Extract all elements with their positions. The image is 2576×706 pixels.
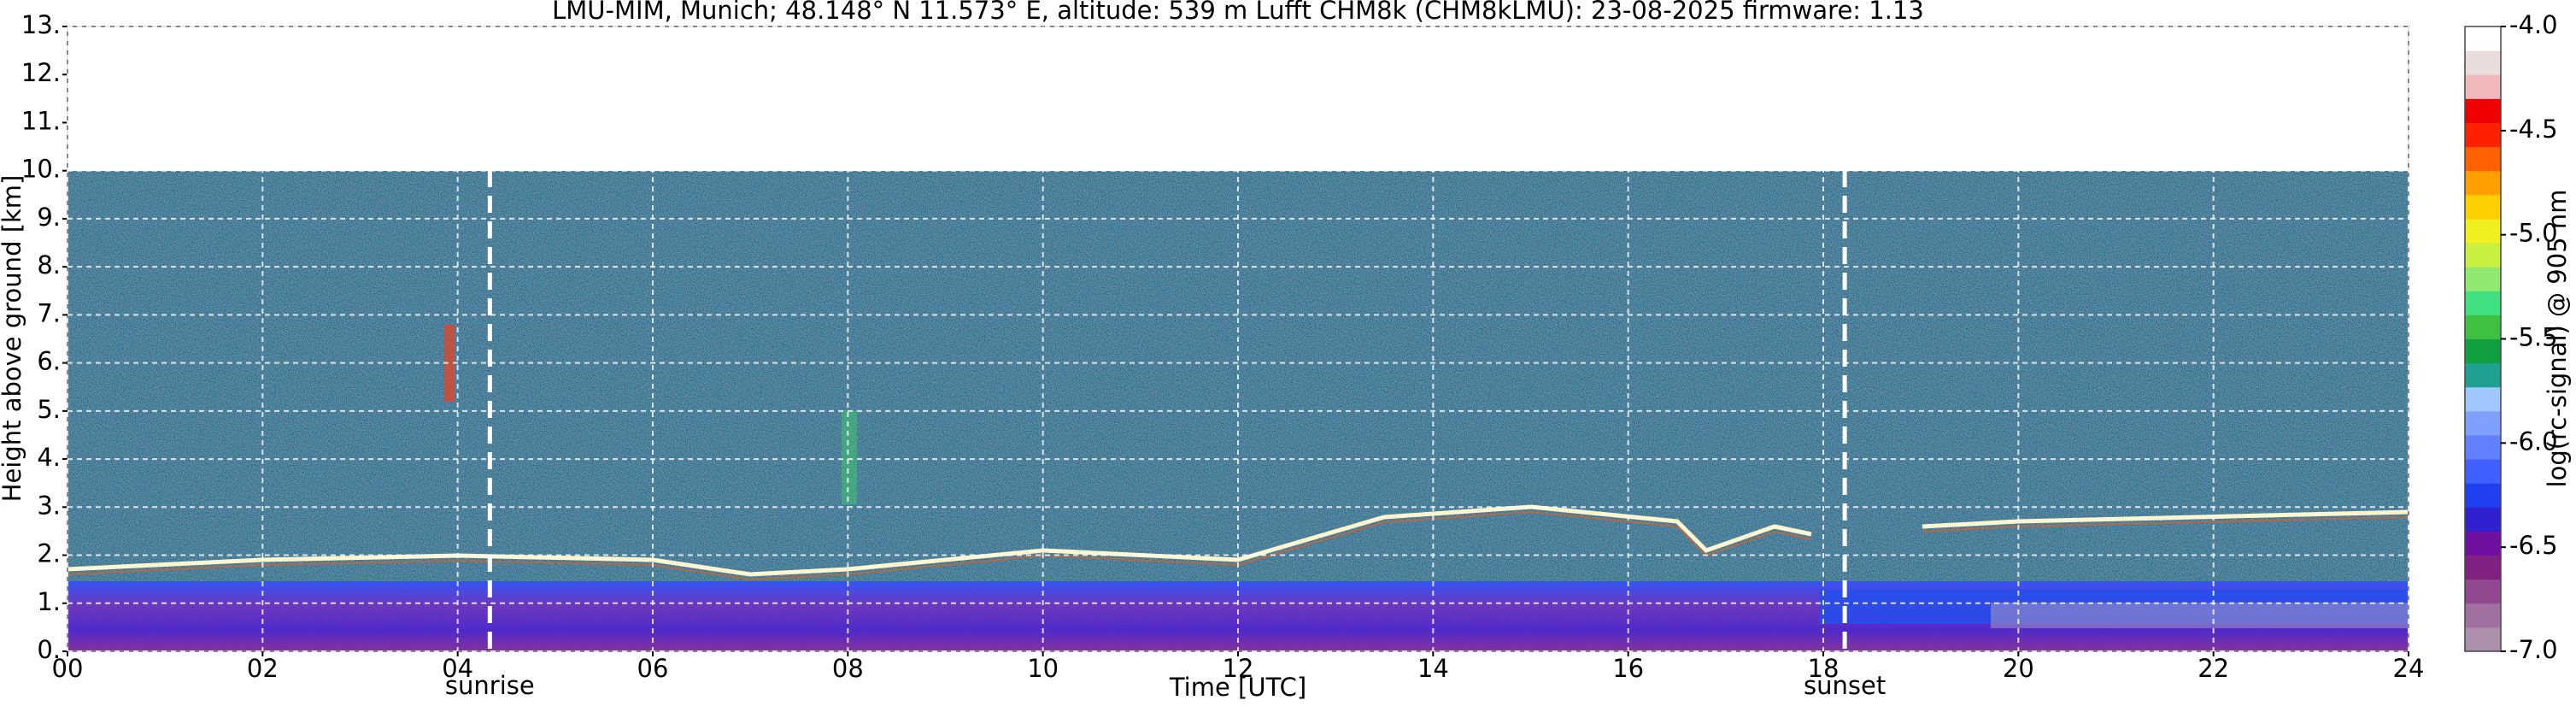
x-tick-label: 22 <box>2198 654 2229 683</box>
colorbar-label: log(rc-signal) @ 905 nm <box>2543 190 2572 488</box>
y-tick-label: 3. <box>37 491 61 520</box>
colorbar-segment <box>2465 194 2501 220</box>
y-tick-label: 11. <box>21 106 61 135</box>
y-tick-label: 2. <box>37 539 61 568</box>
colorbar-tick-label: -7.0 <box>2509 635 2558 664</box>
colorbar-segment <box>2465 26 2501 51</box>
x-tick-label: 20 <box>2003 654 2034 683</box>
y-tick-label: 6. <box>37 347 61 376</box>
colorbar-segment <box>2465 459 2501 484</box>
y-tick-label: 13. <box>21 10 61 39</box>
colorbar-tick-label: -6.5 <box>2509 531 2558 560</box>
colorbar-segment <box>2465 291 2501 315</box>
x-tick-label: 18 <box>1808 654 1840 683</box>
heatmap <box>67 171 2409 651</box>
y-tick-label: 8. <box>37 250 61 279</box>
colorbar-segment <box>2465 338 2501 364</box>
colorbar-segment <box>2465 315 2501 339</box>
annotation-text: sunset <box>1804 671 1886 700</box>
x-tick-label: 00 <box>52 654 84 683</box>
colorbar-segment <box>2465 483 2501 508</box>
x-axis-label: Time [UTC] <box>1169 673 1306 702</box>
x-tick-label: 24 <box>2393 654 2425 683</box>
chart-title: LMU-MIM, Munich; 48.148° N 11.573° E, al… <box>552 0 1924 25</box>
colorbar-segment <box>2465 603 2501 628</box>
colorbar-segment <box>2465 243 2501 268</box>
colorbar-tick-label: -5.0 <box>2509 219 2558 248</box>
x-tick-label: 14 <box>1417 654 1449 683</box>
colorbar-segment <box>2465 531 2501 556</box>
x-tick-label: 10 <box>1027 654 1059 683</box>
colorbar-tick-label: -4.0 <box>2509 10 2558 39</box>
y-tick-label: 12. <box>21 58 61 87</box>
y-tick-label: 9. <box>37 203 61 232</box>
y-tick-label: 1. <box>37 587 61 616</box>
colorbar-segment <box>2465 434 2501 460</box>
colorbar-segment <box>2465 170 2501 196</box>
y-tick-label: 0. <box>37 635 61 664</box>
colorbar-tick-label: -6.0 <box>2509 427 2558 456</box>
colorbar-segment <box>2465 267 2501 291</box>
y-axis-label: Height above ground [km] <box>0 175 26 503</box>
colorbar-segment <box>2465 410 2501 436</box>
y-tick-label: 10. <box>21 155 61 184</box>
x-tick-label: 02 <box>247 654 279 683</box>
annotation-text: sunrise <box>445 671 535 700</box>
colorbar-segment <box>2465 74 2501 99</box>
x-tick-label: 16 <box>1612 654 1644 683</box>
colorbar-segment <box>2465 122 2501 148</box>
colorbar-segment <box>2465 50 2501 75</box>
x-tick-label: 06 <box>637 654 669 683</box>
x-tick-label: 04 <box>442 654 473 683</box>
colorbar-segment <box>2465 386 2501 412</box>
colorbar-tick-label: -5.5 <box>2509 323 2558 352</box>
colorbar-segment <box>2465 146 2501 172</box>
colorbar-segment <box>2465 218 2501 244</box>
y-tick-label: 5. <box>37 395 61 424</box>
colorbar-tick-label: -4.5 <box>2509 115 2558 144</box>
x-tick-label: 08 <box>832 654 864 683</box>
colorbar-segment <box>2465 555 2501 580</box>
colorbar-segment <box>2465 98 2501 123</box>
colorbar-segment <box>2465 362 2501 388</box>
x-tick-label: 12 <box>1223 654 1254 683</box>
colorbar-segment <box>2465 627 2501 652</box>
colorbar-segment <box>2465 507 2501 532</box>
colorbar-segment <box>2465 579 2501 604</box>
y-tick-label: 7. <box>37 298 61 327</box>
y-tick-label: 4. <box>37 443 61 472</box>
